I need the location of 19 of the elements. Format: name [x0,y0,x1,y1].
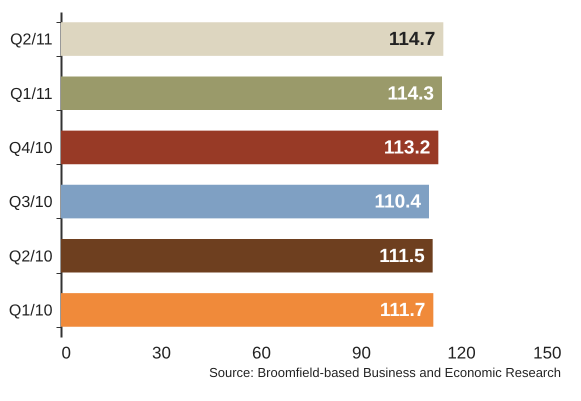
x-tick-label: 0 [62,344,71,362]
source-note: Source: Broomfield-based Business and Economic Research [209,365,561,380]
y-tick-label: Q2/10 [8,248,53,266]
y-tick-label: Q1/10 [8,302,53,320]
data-label: 110.4 [374,192,422,213]
y-tick-label: Q3/10 [8,194,53,212]
data-label: 114.7 [388,29,436,50]
data-label: 114.3 [388,83,434,104]
data-label: 111.5 [379,246,426,267]
x-tick-label: 120 [447,344,476,362]
x-tick-label: 90 [352,344,371,362]
x-tick-label: 30 [152,344,171,362]
data-label: 111.7 [380,300,426,321]
data-label: 113.2 [384,137,430,158]
x-tick-label: 60 [252,344,271,362]
x-tick-label: 150 [533,344,562,362]
y-tick-label: Q2/11 [10,32,53,49]
y-tick-label: Q1/11 [10,86,53,103]
y-tick-label: Q4/10 [8,140,53,157]
